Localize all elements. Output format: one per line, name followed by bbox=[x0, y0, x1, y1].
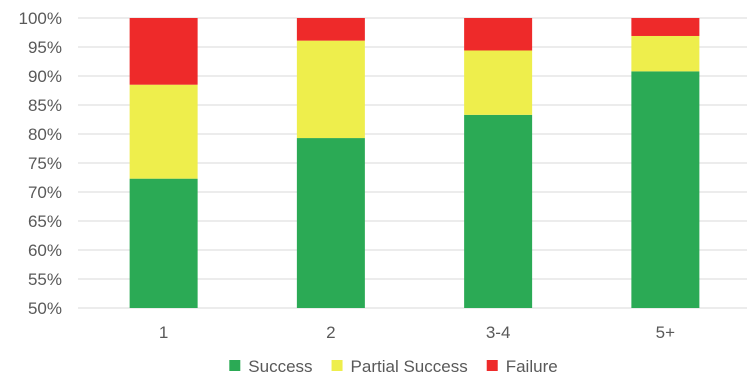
legend-swatch bbox=[331, 360, 343, 371]
x-tick-label: 2 bbox=[326, 323, 335, 342]
bar-partial-success-3-4 bbox=[464, 50, 533, 115]
legend: Success Partial Success Failure bbox=[229, 357, 558, 376]
bar-success-3-4 bbox=[464, 114, 533, 308]
x-axis: 1 2 3-4 5+ bbox=[159, 323, 675, 342]
bar-failure-5 bbox=[631, 18, 700, 36]
bar-failure-3-4 bbox=[464, 18, 533, 51]
legend-label: Success bbox=[248, 357, 312, 376]
y-tick-label: 90% bbox=[28, 67, 62, 86]
x-tick-label: 1 bbox=[159, 323, 168, 342]
bar-success-2 bbox=[296, 138, 365, 308]
y-tick-label: 75% bbox=[28, 154, 62, 173]
bars bbox=[129, 18, 700, 308]
y-tick-label: 60% bbox=[28, 241, 62, 260]
legend-label: Partial Success bbox=[351, 357, 468, 376]
y-tick-label: 85% bbox=[28, 96, 62, 115]
y-tick-label: 65% bbox=[28, 212, 62, 231]
bar-partial-success-1 bbox=[129, 84, 198, 179]
legend-label: Failure bbox=[506, 357, 558, 376]
bar-failure-2 bbox=[296, 18, 365, 41]
legend-swatch bbox=[229, 360, 241, 371]
legend-item-partial-success: Partial Success bbox=[331, 357, 468, 376]
legend-item-failure: Failure bbox=[486, 357, 558, 376]
y-tick-label: 55% bbox=[28, 270, 62, 289]
y-tick-label: 95% bbox=[28, 38, 62, 57]
x-tick-label: 3-4 bbox=[486, 323, 511, 342]
y-tick-label: 100% bbox=[19, 9, 62, 28]
bar-failure-1 bbox=[129, 18, 198, 85]
bar-partial-success-2 bbox=[296, 40, 365, 139]
bar-success-5 bbox=[631, 71, 700, 308]
y-tick-label: 70% bbox=[28, 183, 62, 202]
y-axis: 50% 55% 60% 65% 70% 75% 80% 85% 90% 95% 100% bbox=[19, 9, 62, 318]
legend-swatch bbox=[486, 360, 498, 371]
x-tick-label: 5+ bbox=[656, 323, 675, 342]
legend-item-success: Success bbox=[229, 357, 313, 376]
bar-partial-success-5 bbox=[631, 35, 700, 72]
y-tick-label: 80% bbox=[28, 125, 62, 144]
y-tick-label: 50% bbox=[28, 299, 62, 318]
bar-success-1 bbox=[129, 178, 198, 308]
